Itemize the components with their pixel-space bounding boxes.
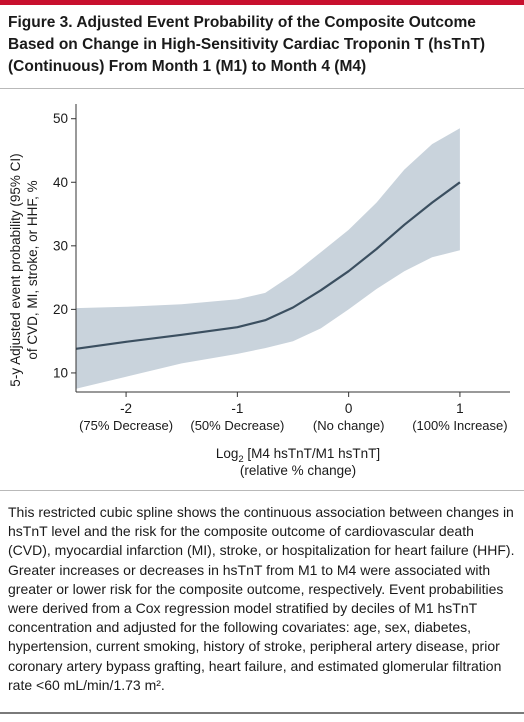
bottom-rule (0, 712, 524, 714)
x-axis-label-line1: Log2 [M4 hsTnT/M1 hsTnT] (216, 446, 380, 465)
x-tick-sublabel: (100% Increase) (412, 418, 507, 433)
x-tick-sublabel: (50% Decrease) (190, 418, 284, 433)
y-tick-label: 30 (53, 238, 68, 253)
axis-labels-layer: 5-y Adjusted event probability (95% CI) … (8, 153, 380, 478)
y-tick-label: 10 (53, 365, 68, 380)
x-tick-label: 1 (456, 401, 464, 416)
x-axis-label-line2: (relative % change) (240, 463, 356, 478)
confidence-band (76, 128, 460, 389)
figure-title: Figure 3. Adjusted Event Probability of … (8, 14, 486, 75)
y-tick-label: 50 (53, 111, 68, 126)
figure-caption: This restricted cubic spline shows the c… (8, 504, 515, 693)
y-tick-label: 40 (53, 175, 68, 190)
y-axis-label-line1: 5-y Adjusted event probability (95% CI) (8, 153, 23, 386)
x-tick-sublabel: (No change) (313, 418, 385, 433)
confidence-band-layer (76, 128, 460, 389)
title-divider (0, 88, 524, 89)
x-axis-label-main: Log (216, 446, 239, 461)
x-tick-label: -2 (120, 401, 132, 416)
y-tick-label: 20 (53, 302, 68, 317)
estimate-line-layer (75, 181, 461, 350)
caption-divider (0, 490, 524, 491)
y-axis-label-line2: of CVD, MI, stroke, or HHF, % (25, 180, 40, 359)
top-accent-rule (0, 0, 524, 5)
x-tick-label: -1 (231, 401, 243, 416)
x-axis-label-subscript: 2 (238, 454, 243, 465)
x-tick-sublabel: (75% Decrease) (79, 418, 173, 433)
x-tick-label: 0 (345, 401, 353, 416)
estimate-line (75, 181, 461, 350)
x-axis-label-rest: [M4 hsTnT/M1 hsTnT] (244, 446, 381, 461)
